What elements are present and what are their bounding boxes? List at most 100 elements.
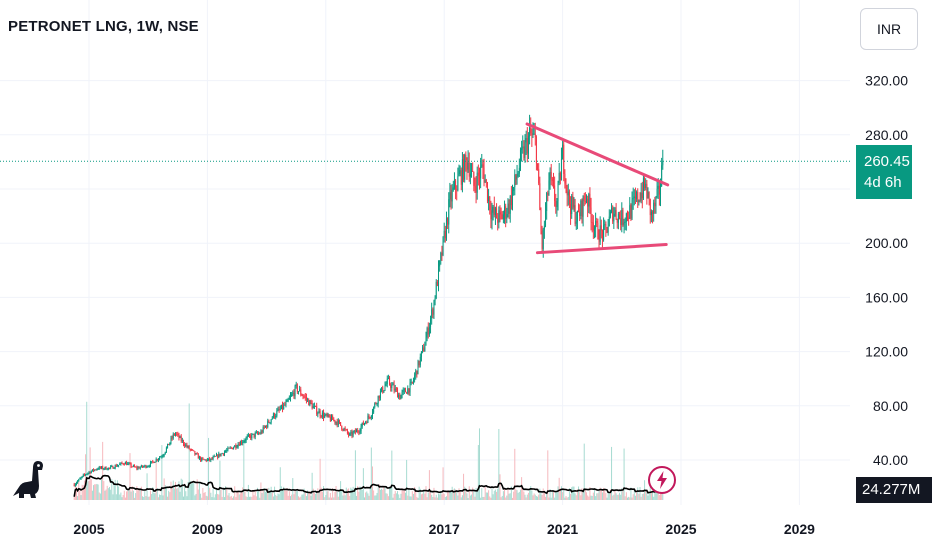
- volume-bar: [505, 497, 507, 500]
- volume-bar: [230, 495, 232, 500]
- volume-bar: [424, 493, 426, 500]
- volume-bar: [127, 491, 129, 500]
- candle-body: [188, 445, 190, 450]
- candle-body: [416, 370, 418, 375]
- volume-bar: [630, 487, 632, 500]
- volume-bar: [494, 489, 496, 500]
- volume-bar: [513, 491, 515, 500]
- candle-body: [326, 413, 328, 416]
- currency-button[interactable]: INR: [860, 8, 918, 50]
- volume-bar: [343, 491, 345, 500]
- candle-body: [316, 406, 318, 415]
- candle-body: [198, 456, 200, 459]
- candle-body: [423, 347, 425, 352]
- candle-body: [403, 389, 405, 391]
- candle-body: [461, 159, 463, 185]
- candle-body: [603, 225, 605, 240]
- time-axis-label: 2017: [429, 521, 460, 537]
- volume-bar: [370, 447, 372, 500]
- candle-body: [492, 206, 494, 213]
- candle-body: [444, 230, 446, 239]
- volume-bar: [101, 479, 103, 500]
- candle-body: [280, 404, 282, 409]
- volume-ma-line: [73, 474, 663, 497]
- candle-body: [225, 451, 227, 453]
- volume-bar: [194, 495, 196, 500]
- candle-body: [424, 345, 426, 352]
- volume-bar: [622, 488, 624, 500]
- volume-bar: [192, 482, 194, 500]
- volume-bar: [472, 487, 474, 500]
- candle-body: [182, 440, 184, 445]
- candle-body: [161, 456, 163, 458]
- candle-body: [113, 468, 115, 470]
- candle-body: [609, 211, 611, 217]
- candle-body: [261, 431, 263, 433]
- volume-bar: [193, 482, 195, 500]
- volume-bar: [468, 486, 470, 500]
- candle-body: [217, 454, 219, 458]
- trendlines: [525, 122, 670, 255]
- volume-bar: [373, 490, 375, 500]
- volume-bar: [255, 496, 257, 500]
- price-axis: 40.00 80.00 120.00 160.00 200.00 280.00 320.00: [865, 73, 908, 468]
- volume-bar: [515, 489, 517, 500]
- candle-body: [394, 388, 396, 391]
- candle-body: [313, 405, 315, 407]
- candle-body: [504, 206, 506, 215]
- candle-body: [576, 210, 578, 222]
- candle-body: [237, 444, 239, 447]
- candle-body: [545, 211, 547, 226]
- candle-body: [236, 446, 238, 448]
- tradingview-dino-icon[interactable]: [10, 456, 48, 500]
- volume-bar: [344, 495, 346, 500]
- candle-body: [140, 465, 142, 468]
- volume-bar: [381, 488, 383, 500]
- candle-body: [457, 176, 459, 191]
- candle-body: [513, 186, 515, 191]
- candle-body: [194, 451, 196, 455]
- candle-body: [79, 478, 81, 480]
- candle-body: [564, 173, 566, 184]
- volume-bar: [186, 496, 188, 500]
- candle-body: [201, 458, 203, 461]
- symbol-title[interactable]: PETRONET LNG, 1W, NSE: [8, 18, 199, 35]
- candle-body: [127, 463, 129, 466]
- candle-body: [95, 469, 97, 471]
- candle-body: [185, 444, 187, 447]
- volume-bar: [526, 494, 528, 500]
- volume-bar: [448, 490, 450, 500]
- volume-bar: [401, 488, 403, 500]
- volume-bar: [360, 487, 362, 500]
- volume-bar: [301, 494, 303, 500]
- volume-bar: [501, 495, 503, 500]
- volume-bar: [104, 490, 106, 500]
- candle-body: [434, 298, 436, 301]
- candle-body: [406, 392, 408, 394]
- volume-bar: [246, 496, 248, 500]
- volume-bar: [365, 492, 367, 500]
- volume-bar: [408, 488, 410, 500]
- candle-body: [253, 433, 255, 437]
- lightning-icon[interactable]: [647, 465, 677, 495]
- candle-body: [341, 425, 343, 430]
- candle-body: [555, 200, 557, 207]
- candle-body: [369, 417, 371, 418]
- candle-body: [374, 403, 376, 408]
- volume-bar: [132, 490, 134, 500]
- candle-body: [589, 193, 591, 208]
- candle-body: [488, 196, 490, 202]
- volume-bar: [549, 489, 551, 500]
- candle-body: [408, 388, 410, 393]
- candle-body: [186, 444, 188, 447]
- volume-bar: [648, 493, 650, 500]
- volume-bar: [114, 479, 116, 500]
- candle-body: [173, 434, 175, 435]
- volume-bar: [640, 496, 642, 500]
- candle-body: [324, 415, 326, 418]
- volume-bar: [584, 489, 586, 500]
- volume-bar: [619, 492, 621, 500]
- volume-bar: [116, 480, 118, 500]
- candle-body: [633, 196, 635, 198]
